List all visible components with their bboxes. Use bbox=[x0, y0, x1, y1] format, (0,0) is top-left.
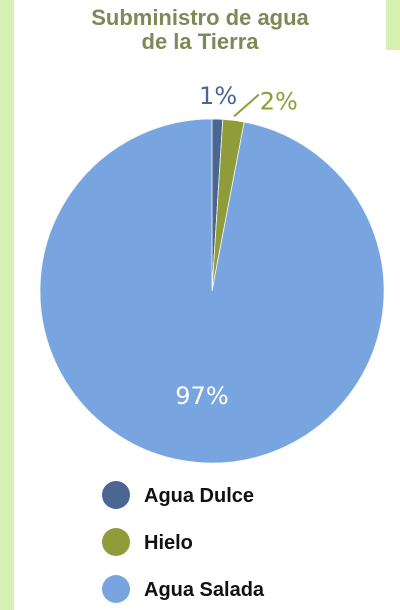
leader-line-hielo bbox=[233, 93, 260, 118]
legend-label-agua-dulce: Agua Dulce bbox=[144, 485, 254, 507]
pie-labels: 1% 2% 97% bbox=[175, 82, 298, 410]
frame-left-strip bbox=[0, 0, 14, 610]
pie-slice-agua-salada bbox=[39, 118, 385, 464]
chart-title-line-2: de la Tierra bbox=[141, 29, 259, 54]
legend-swatch-hielo bbox=[102, 528, 130, 556]
legend-label-hielo: Hielo bbox=[144, 532, 193, 554]
chart-title: Subministro de agua de la Tierra bbox=[0, 6, 400, 54]
pct-label-agua-salada: 97% bbox=[175, 382, 228, 410]
legend-swatch-agua-dulce bbox=[102, 481, 130, 509]
legend-label-agua-salada: Agua Salada bbox=[144, 579, 265, 601]
pct-label-hielo: 2% bbox=[260, 88, 298, 116]
pie-slices bbox=[39, 118, 385, 464]
legend: Agua Dulce Hielo Agua Salada bbox=[102, 481, 265, 603]
pct-label-agua-dulce: 1% bbox=[199, 82, 237, 110]
legend-swatch-agua-salada bbox=[102, 575, 130, 603]
chart-title-line-1: Subministro de agua bbox=[91, 5, 309, 30]
